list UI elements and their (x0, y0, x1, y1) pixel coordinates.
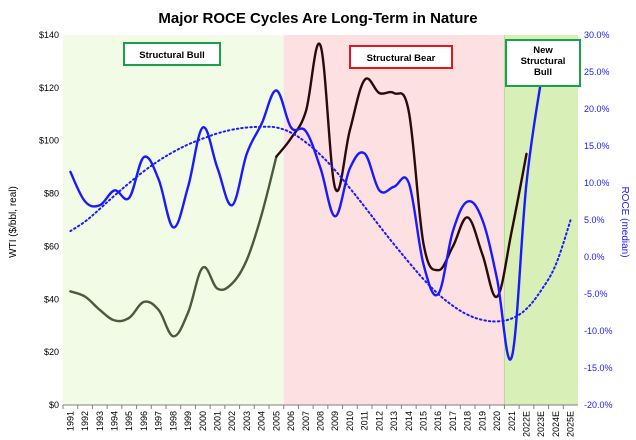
x-tick-label: 2022E (522, 411, 532, 437)
x-tick-label: 2001 (213, 411, 223, 431)
chart-title: Major ROCE Cycles Are Long-Term in Natur… (158, 10, 477, 27)
x-tick-label: 2014 (404, 411, 414, 431)
series-lines (69, 42, 572, 361)
x-tick-label: 1991 (65, 411, 75, 431)
left-tick-label: $40 (44, 294, 59, 304)
x-tick-label: 2013 (389, 411, 399, 431)
left-tick-label: $0 (49, 400, 59, 410)
left-tick-label: $20 (44, 347, 59, 357)
right-tick-label: 20.0% (584, 104, 610, 114)
x-tick-label: 2017 (448, 411, 458, 431)
x-tick-label: 2012 (374, 411, 384, 431)
x-tick-label: 2011 (360, 411, 370, 430)
right-tick-label: 5.0% (584, 215, 605, 225)
region-label-line: Structural (521, 56, 566, 67)
x-tick-label: 2024E (551, 411, 561, 437)
x-tick-label: 1995 (124, 411, 134, 431)
x-axis: 1991 1992 1993 1994 1995 1996 1997 1998 1999 2000… (62, 404, 578, 437)
x-tick-label: 2007 (301, 411, 311, 431)
x-tick-label: 2018 (463, 411, 473, 431)
region-label-box (123, 42, 221, 66)
region-label-text: Structural Bear (367, 53, 436, 64)
region-label-new-structural-bull: New Structural Bull (505, 39, 581, 87)
x-tick-label: 2016 (433, 411, 443, 431)
right-axis-label: ROCE (median) (619, 186, 630, 257)
left-tick-label: $80 (44, 189, 59, 199)
x-tick-label: 2010 (345, 411, 355, 431)
x-tick-label: 1997 (154, 411, 164, 431)
left-tick-label: $120 (39, 83, 59, 93)
x-tick-label: 2000 (198, 411, 208, 431)
x-tick-label: 2015 (419, 411, 429, 431)
x-tick-label: 2023E (536, 411, 546, 437)
region-band-1 (283, 35, 505, 405)
right-tick-label: 25.0% (584, 67, 610, 77)
x-tick-label: 2008 (316, 411, 326, 431)
region-band-0 (63, 35, 284, 405)
right-tick-label: 15.0% (584, 141, 610, 151)
x-tick-label: 2004 (257, 411, 267, 431)
right-tick-label: 30.0% (584, 30, 610, 40)
x-tick-label: 2025E (566, 411, 576, 437)
x-tick-label: 1993 (95, 411, 105, 431)
x-tick-label: 2020 (492, 411, 502, 431)
region-band-2 (504, 35, 578, 405)
x-tick-label: 1996 (139, 411, 149, 431)
series-line-0 (69, 155, 278, 338)
x-tick-label: 2002 (227, 411, 237, 431)
left-tick-label: $60 (44, 241, 59, 251)
region-label-structural-bull: Structural Bull (123, 42, 221, 66)
left-tick-label: $140 (39, 30, 59, 40)
left-tick-label: $100 (39, 136, 59, 146)
right-tick-label: -20.0% (584, 400, 613, 410)
region-label-box (505, 39, 581, 87)
x-tick-label: 2019 (477, 411, 487, 431)
region-label-text: New Structural Bull (521, 45, 566, 78)
left-axis-label: WTI ($/bbl, real) (8, 186, 19, 258)
region-label-box (349, 45, 453, 69)
series-line-1 (275, 42, 528, 298)
x-tick-label: 2021 (507, 411, 517, 431)
right-tick-label: 10.0% (584, 178, 610, 188)
x-tick-label: 1994 (110, 411, 120, 431)
x-tick-label: 1992 (80, 411, 90, 431)
x-tick-label: 1999 (183, 411, 193, 431)
x-tick-label: 2009 (330, 411, 340, 431)
right-tick-label: 0.0% (584, 252, 605, 262)
right-tick-label: -10.0% (584, 326, 613, 336)
region-label-text: Structural Bull (139, 50, 204, 61)
right-axis: -20.0% -15.0% -10.0% -5.0% 0.0% 5.0% 10.0% 15.0… (584, 30, 613, 410)
series-line-3 (69, 125, 572, 323)
x-tick-label: 2005 (271, 411, 281, 431)
x-tick-label: 2006 (286, 411, 296, 431)
region-label-structural-bear: Structural Bear (349, 45, 453, 69)
region-label-line: New (533, 45, 553, 56)
region-bands (63, 35, 578, 405)
left-axis: $0 $20 $40 $60 $80 $100 $120 $140 (39, 30, 59, 410)
x-tick-label: 1998 (168, 411, 178, 431)
right-tick-label: -15.0% (584, 363, 613, 373)
right-tick-label: -5.0% (584, 289, 608, 299)
region-label-line: Bull (534, 67, 552, 78)
x-tick-label: 2003 (242, 411, 252, 431)
